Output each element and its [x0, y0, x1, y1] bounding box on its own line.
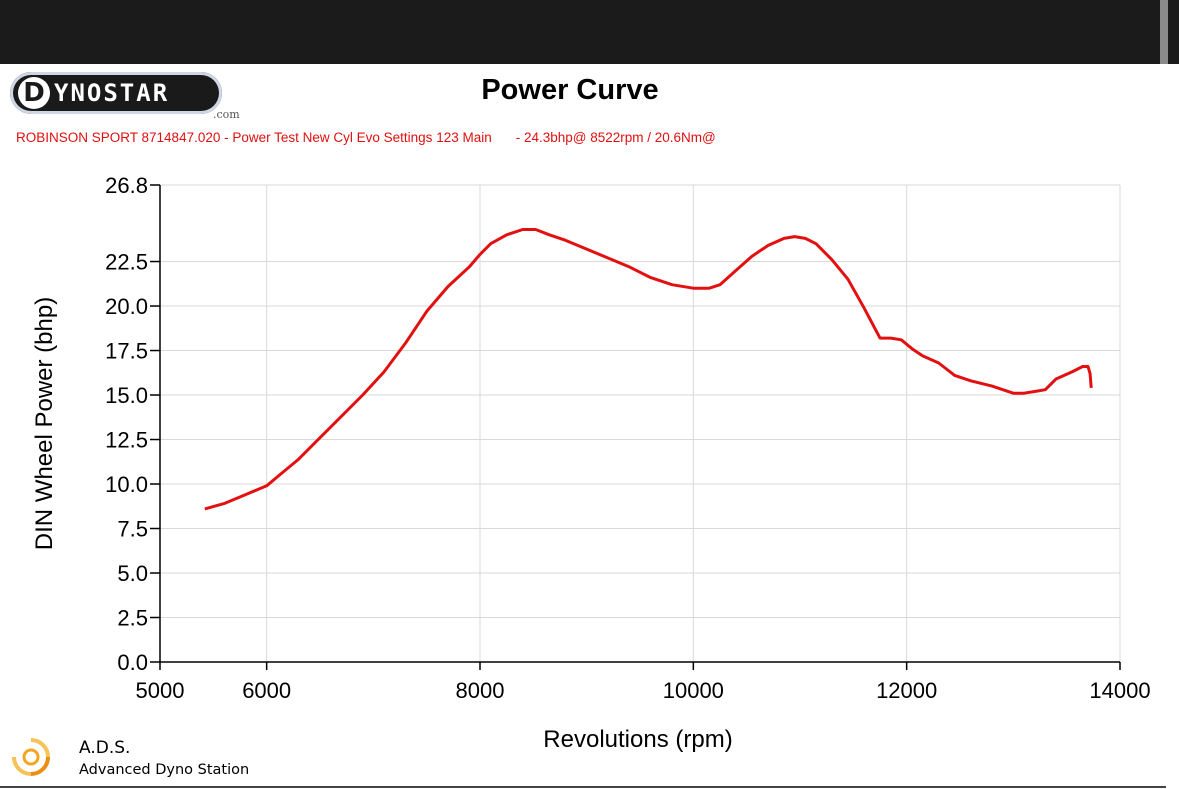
x-axis-ticks: 5000 6000 8000 10000 12000 14000	[136, 662, 1151, 703]
y-tick-label: 20.0	[105, 294, 148, 319]
y-tick-label: 0.0	[117, 650, 148, 675]
chart-axes	[159, 185, 1120, 663]
scrollbar-thumb[interactable]	[1160, 0, 1168, 64]
y-tick-label: 22.5	[105, 250, 148, 275]
y-tick-label: 17.5	[105, 339, 148, 364]
subtitle-peak-info: - 24.3bhp@ 8522rpm / 20.6Nm@	[515, 130, 716, 145]
bottom-rule	[0, 786, 1166, 788]
chart-grid	[160, 184, 1121, 662]
y-tick-label: 10.0	[105, 472, 148, 497]
ads-swirl-icon	[12, 738, 50, 776]
subtitle-run-info: ROBINSON SPORT 8714847.020 - Power Test …	[16, 130, 492, 145]
power-series-line	[204, 228, 1093, 511]
y-axis-label: DIN Wheel Power (bhp)	[31, 297, 58, 550]
y-axis-ticks: 0.0 2.5 5.0 7.5 10.0 12.5 15.0 17.5 20.0 22.5 26.8	[105, 173, 160, 675]
x-tick-label: 6000	[242, 678, 291, 703]
y-tick-label: 12.5	[105, 428, 148, 453]
y-tick-label: 26.8	[105, 173, 148, 198]
x-tick-label: 14000	[1089, 678, 1150, 703]
right-edge	[1166, 64, 1179, 789]
x-tick-label: 8000	[456, 678, 505, 703]
y-tick-label: 15.0	[105, 383, 148, 408]
dyno-report-sheet: D YNOSTAR .com Power Curve ROBINSON SPOR…	[0, 64, 1166, 789]
dynostar-logo-suffix: .com	[213, 108, 240, 121]
y-tick-label: 7.5	[117, 517, 148, 542]
dynostar-logo-text: YNOSTAR	[54, 79, 170, 107]
x-tick-label: 10000	[663, 678, 724, 703]
dynostar-logo-letter: D	[18, 77, 50, 109]
ads-name: A.D.S.	[79, 738, 131, 758]
power-curve-chart: 0.0 2.5 5.0 7.5 10.0 12.5 15.0 17.5 20.0 22.5 26.8…	[31, 173, 1151, 753]
chart-subtitle: ROBINSON SPORT 8714847.020 - Power Test …	[16, 130, 716, 145]
ads-subtitle: Advanced Dyno Station	[79, 762, 250, 778]
dynostar-logo: D YNOSTAR	[10, 72, 222, 114]
x-tick-label: 12000	[876, 678, 937, 703]
x-tick-label: 5000	[136, 678, 185, 703]
y-tick-label: 2.5	[117, 606, 148, 631]
y-tick-label: 5.0	[117, 561, 148, 586]
window-top-bar	[0, 0, 1179, 64]
x-axis-label: Revolutions (rpm)	[543, 726, 732, 753]
chart-title: Power Curve	[481, 74, 659, 106]
